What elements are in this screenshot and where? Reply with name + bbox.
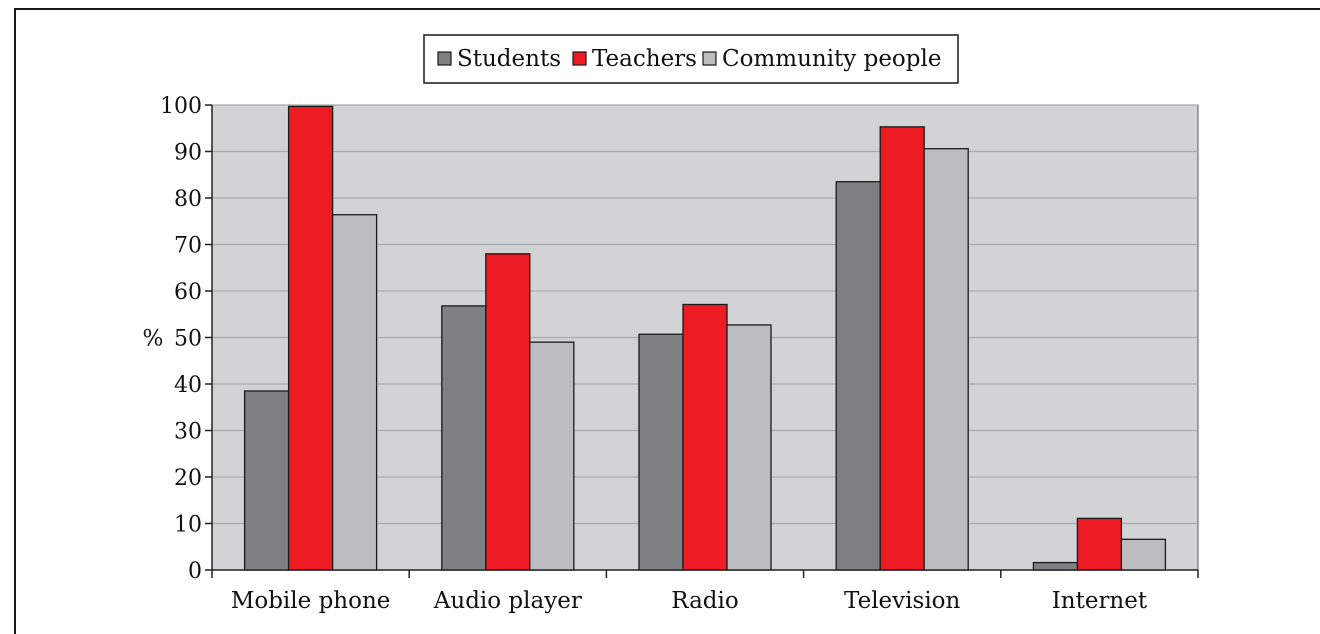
bar-students bbox=[835, 181, 881, 571]
y-tick-label: 80 bbox=[174, 187, 202, 212]
y-tick-label: 40 bbox=[174, 373, 202, 398]
bar-students bbox=[638, 333, 684, 571]
bar-teachers bbox=[682, 303, 728, 571]
legend-swatch-teachers bbox=[572, 51, 587, 66]
y-tick-label: 0 bbox=[188, 559, 202, 584]
y-tick-label: 10 bbox=[174, 513, 202, 538]
x-tick-label: Audio player bbox=[433, 588, 582, 614]
legend-label: Students bbox=[457, 46, 561, 72]
bar-community-people bbox=[331, 214, 378, 571]
y-tick-label: 90 bbox=[174, 141, 202, 166]
y-tick-label: 70 bbox=[174, 234, 202, 259]
y-tick-label: 100 bbox=[160, 94, 202, 119]
bar-teachers bbox=[1076, 517, 1123, 571]
x-tick-label: Internet bbox=[1052, 588, 1148, 614]
bar-students bbox=[243, 390, 290, 571]
bar-students bbox=[1032, 561, 1079, 571]
bar-teachers bbox=[485, 253, 531, 571]
bar-community-people bbox=[726, 324, 772, 571]
y-tick-label: 60 bbox=[174, 280, 202, 305]
x-tick-label: Television bbox=[844, 588, 960, 614]
y-tick-label: 20 bbox=[174, 466, 202, 491]
y-axis-label: % bbox=[143, 327, 164, 352]
bar-teachers bbox=[879, 126, 925, 571]
x-tick-label: Radio bbox=[671, 588, 738, 614]
legend-label: Teachers bbox=[592, 46, 697, 72]
bar-teachers bbox=[287, 105, 334, 571]
x-tick-label: Mobile phone bbox=[231, 588, 391, 614]
chart-frame bbox=[14, 8, 1320, 634]
legend-swatch-students bbox=[437, 51, 452, 66]
legend-box bbox=[423, 34, 959, 84]
bar-community-people bbox=[529, 341, 575, 571]
bars bbox=[243, 105, 1167, 571]
bar-community-people bbox=[923, 148, 969, 571]
legend: Students Teachers Community people bbox=[423, 34, 959, 84]
legend-swatch-community-people bbox=[702, 51, 717, 66]
legend-label: Community people bbox=[722, 46, 941, 72]
y-tick-label: 30 bbox=[174, 420, 202, 445]
bar-community-people bbox=[1120, 538, 1167, 571]
y-tick-label: 50 bbox=[174, 327, 202, 352]
bar-students bbox=[441, 305, 487, 571]
